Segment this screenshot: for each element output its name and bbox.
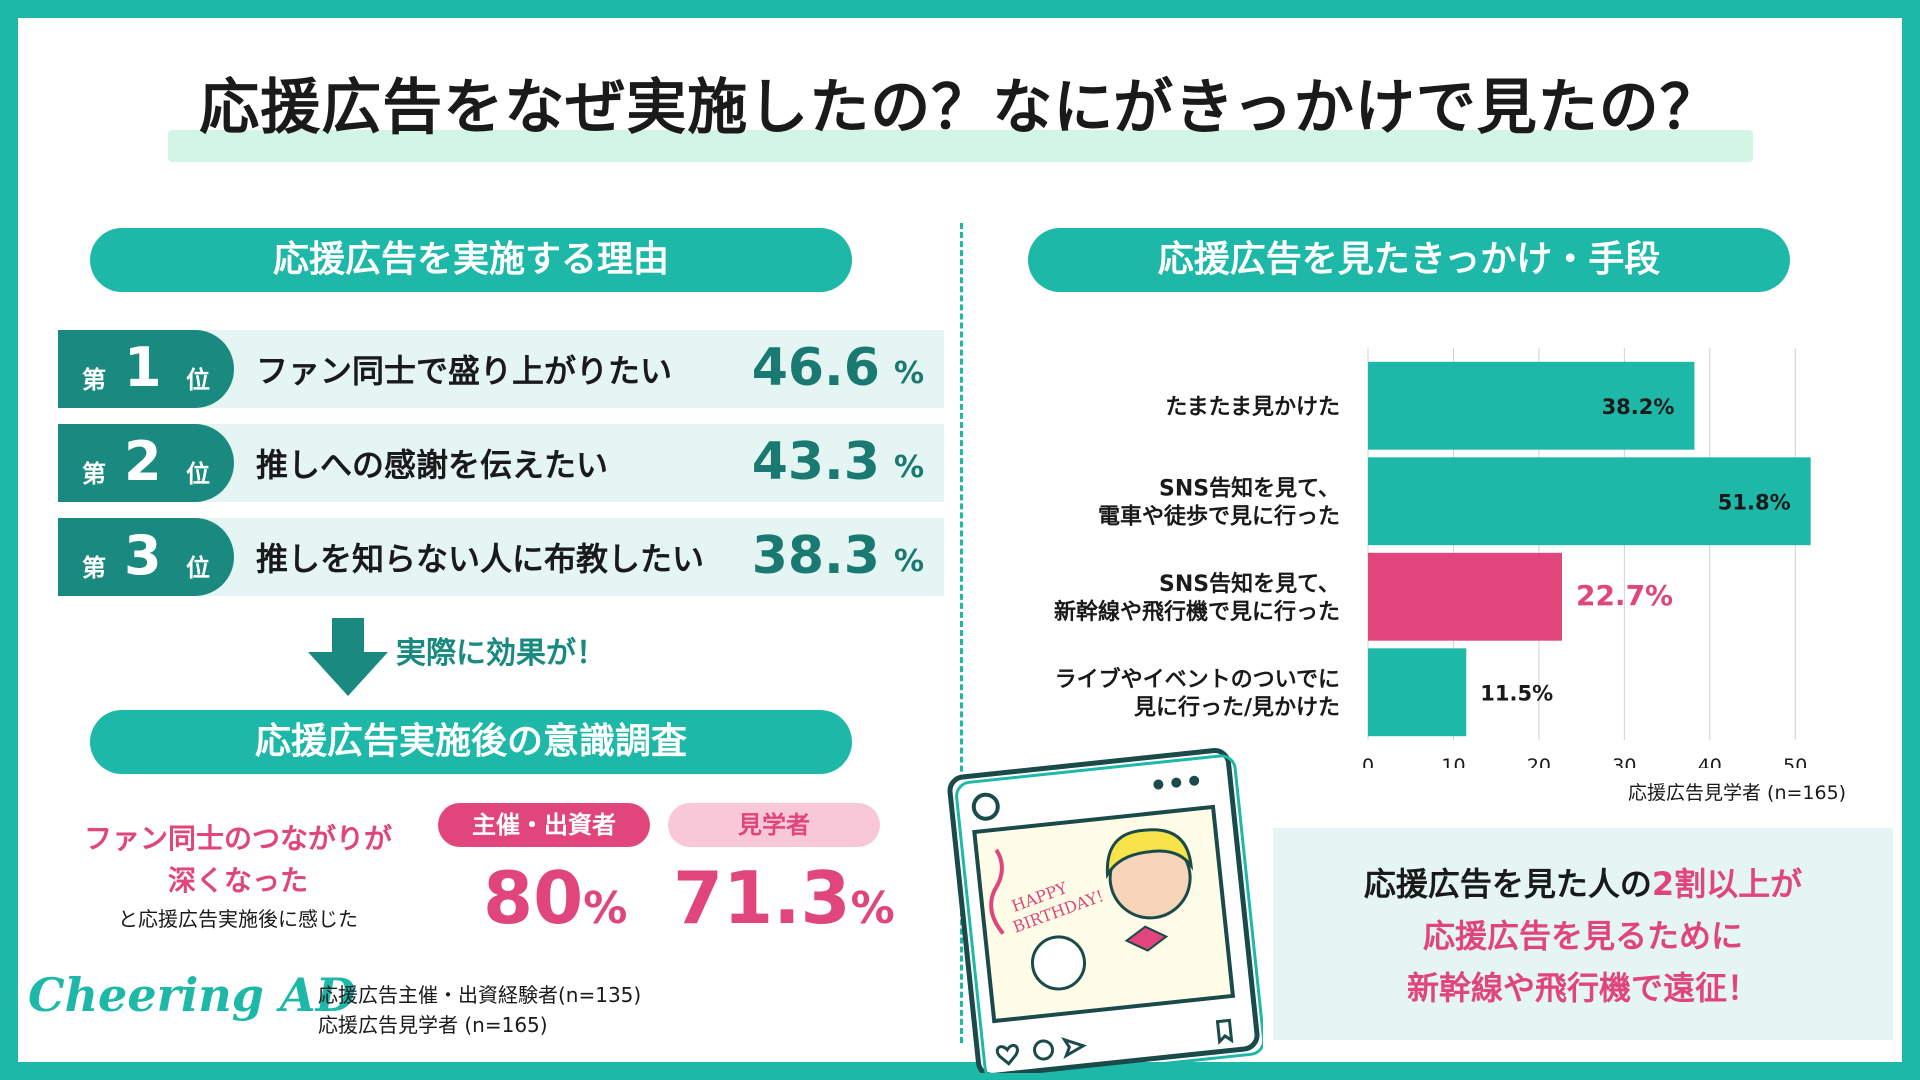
title-area: 応援広告をなぜ実施したの？なにがきっかけで見たの？ [18,68,1902,162]
survey-line-2: 深くなった [167,864,308,897]
ribbon [989,848,1005,935]
social-post-illustration: HAPPY BIRTHDAY! [947,748,1263,1073]
title-highlight [168,130,1753,162]
rank-value: 38.3 [751,526,880,586]
survey-line-3: と応援広告実施後に感じた [118,907,358,931]
rank-number: 1 [124,336,162,399]
rank-value: 46.6 [751,338,880,398]
rank-row-1: 第 1 位 ファン同士で盛り上がりたい 46.6 % [58,330,944,408]
survey-description: ファン同士のつながりが 深くなった と応援広告実施後に感じた [58,818,418,936]
rank-percent-sign: % [893,544,924,579]
bar-chart: 38.2%たまたま見かけた51.8%SNS告知を見て、電車や徒歩で見に行った22… [1054,348,1811,768]
rank-prefix: 第 [82,554,106,582]
host-value-percent: % [583,883,628,934]
callout-line-2: 応援広告を見るために [1422,917,1743,955]
effect-text: 実際に効果が！ [396,636,606,671]
bar-value-label-2: 22.7% [1576,579,1673,612]
rank-prefix: 第 [82,460,106,488]
bookmark-icon [1215,1018,1234,1045]
page-title: 応援広告をなぜ実施したの？なにがきっかけで見たの？ [199,73,1721,143]
host-value: 80% [483,856,627,940]
note-visitor: 応援広告見学者 (n=165) [318,1013,548,1037]
category-label-2-0: SNS告知を見て、 [1159,571,1340,597]
x-tick-label-5: 50 [1783,755,1807,768]
survey-line-1: ファン同士のつながりが [83,822,392,855]
note-host: 応援広告主催・出資経験者(n=135) [318,983,642,1007]
visitor-value-percent: % [850,883,895,934]
bar-0 [1368,361,1695,450]
rank-badge-3: 第 3 位 [58,518,234,596]
callout-line-1: 応援広告を見た人の2割以上が [1273,858,1893,910]
rank-suffix: 位 [186,554,210,582]
bar-3 [1368,648,1467,737]
category-label-0-0: たまたま見かけた [1165,395,1340,420]
bar-1 [1368,457,1811,546]
host-tag: 主催・出資者 [438,803,650,847]
rank-percent-sign: % [893,356,924,391]
rank-row-3: 第 3 位 推しを知らない人に布教したい 38.3 % [58,518,944,596]
heart-icon [995,1043,1019,1066]
rank-label: 推しへの感謝を伝えたい [256,446,609,484]
arrow-down-icon [308,618,388,696]
avatar-icon [971,792,1000,821]
rank-number: 2 [124,430,162,493]
share-icon [1061,1037,1087,1060]
x-tick-label-0: 0 [1362,755,1374,768]
chart-note: 応援広告見学者 (n=165) [1628,782,1847,804]
callout-line-3: 新幹線や飛行機で遠征！ [1406,969,1759,1007]
category-label-1-0: SNS告知を見て、 [1159,475,1340,501]
x-tick-label-3: 30 [1612,755,1636,768]
reasons-header: 応援広告を実施する理由 [90,228,852,292]
rank-number: 3 [124,524,162,587]
sample-notes: 応援広告主催・出資経験者(n=135) 応援広告見学者 (n=165) [318,980,641,1040]
rank-value: 43.3 [751,432,880,492]
bar-value-label-0: 38.2% [1602,395,1675,419]
survey-header: 応援広告実施後の意識調査 [90,710,852,774]
bar-value-label-1: 51.8% [1718,490,1791,514]
category-label-2-1: 新幹線や飛行機で見に行った [1054,599,1340,625]
infographic-frame: 応援広告をなぜ実施したの？なにがきっかけで見たの？ 応援広告を実施する理由 第 … [18,18,1902,1073]
host-value-number: 80 [483,856,584,940]
callout-box: 応援広告を見た人の2割以上が 応援広告を見るために 新幹線や飛行機で遠征！ [1273,828,1893,1040]
rank-prefix: 第 [82,366,106,394]
rank-percent-sign: % [893,450,924,485]
rank-badge-1: 第 1 位 [58,330,234,408]
visitor-value-number: 71.3 [673,856,851,940]
visitor-value: 71.3% [673,856,895,940]
column-divider [960,223,963,1043]
post-image [972,804,1236,1024]
x-tick-label-2: 20 [1527,755,1551,768]
x-tick-label-1: 10 [1441,755,1465,768]
bar-2 [1368,552,1562,641]
callout-line-1-b: 2割以上が [1651,865,1803,903]
rank-badge-2: 第 2 位 [58,424,234,502]
rank-label: ファン同士で盛り上がりたい [256,352,673,390]
category-label-1-1: 電車や徒歩で見に行った [1098,503,1340,529]
bar-value-label-3: 11.5% [1480,681,1553,705]
x-tick-label-4: 40 [1698,755,1722,768]
rank-row-2: 第 2 位 推しへの感謝を伝えたい 43.3 % [58,424,944,502]
category-label-3-0: ライブやイベントのついでに [1055,666,1340,692]
comment-icon [1033,1039,1055,1061]
category-label-3-1: 見に行った/見かけた [1134,694,1340,720]
visitor-tag: 見学者 [668,803,880,847]
rank-suffix: 位 [186,366,210,394]
rank-suffix: 位 [186,460,210,488]
rank-label: 推しを知らない人に布教したい [256,540,705,578]
callout-line-1-a: 応援広告を見た人の [1363,865,1652,903]
chart-header: 応援広告を見たきっかけ・手段 [1028,228,1790,292]
cheering-ad-logo: Cheering AD [28,968,356,1022]
